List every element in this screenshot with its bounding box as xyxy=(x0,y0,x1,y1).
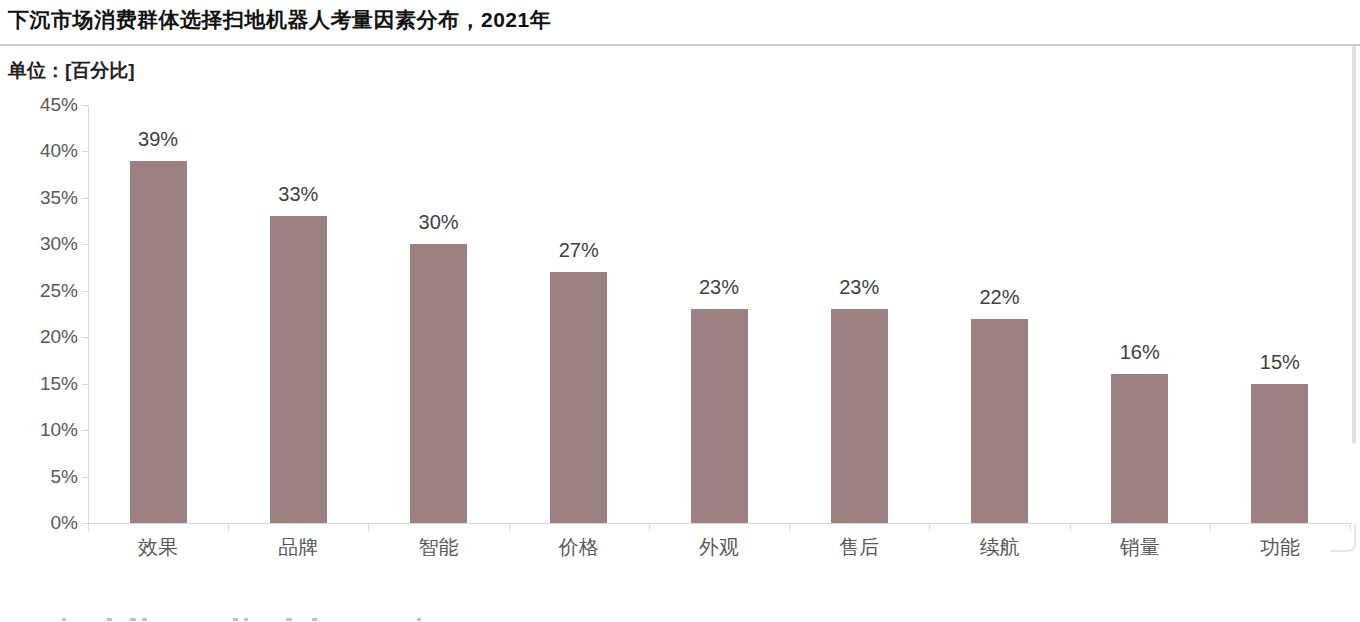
y-axis-tick xyxy=(82,430,88,431)
y-axis-tick-label: 10% xyxy=(0,419,78,441)
x-axis-category-label: 智能 xyxy=(369,534,509,561)
y-axis-tick xyxy=(82,105,88,106)
y-axis-tick xyxy=(82,291,88,292)
y-axis-tick-label: 40% xyxy=(0,140,78,162)
bar-1 xyxy=(130,161,187,523)
x-axis-category-label: 效果 xyxy=(88,534,228,561)
y-axis-tick-label: 20% xyxy=(0,326,78,348)
cutoff-glyph-fragment xyxy=(107,618,112,621)
y-axis-tick-label: 5% xyxy=(0,466,78,488)
bar-2 xyxy=(270,216,327,523)
bar-value-label: 22% xyxy=(939,286,1059,309)
y-axis-tick xyxy=(82,198,88,199)
bar-6 xyxy=(831,309,888,523)
card-corner-decoration xyxy=(1330,524,1356,552)
x-axis-category-label: 售后 xyxy=(789,534,929,561)
y-axis-line xyxy=(88,105,89,524)
x-axis-tick xyxy=(1210,523,1211,531)
cutoff-text-fragments xyxy=(0,617,1360,622)
x-axis-tick xyxy=(649,523,650,531)
x-axis-tick xyxy=(88,523,89,531)
y-axis-tick xyxy=(82,384,88,385)
x-axis-tick xyxy=(1070,523,1071,531)
y-axis-tick-label: 45% xyxy=(0,94,78,116)
bar-value-label: 27% xyxy=(519,239,639,262)
x-axis-line xyxy=(88,523,1350,524)
y-axis-tick xyxy=(82,151,88,152)
bar-value-label: 39% xyxy=(98,128,218,151)
bar-5 xyxy=(691,309,748,523)
x-axis-tick xyxy=(509,523,510,531)
bar-value-label: 15% xyxy=(1220,351,1340,374)
y-axis-tick-label: 15% xyxy=(0,373,78,395)
bar-value-label: 16% xyxy=(1080,341,1200,364)
x-axis-category-label: 品牌 xyxy=(228,534,368,561)
x-axis-tick xyxy=(789,523,790,531)
x-axis-category-label: 外观 xyxy=(649,534,789,561)
bar-3 xyxy=(410,244,467,523)
y-axis-tick-label: 35% xyxy=(0,187,78,209)
bar-7 xyxy=(971,319,1028,523)
bar-9 xyxy=(1251,384,1308,523)
y-axis-tick xyxy=(82,337,88,338)
cutoff-glyph-fragment xyxy=(244,618,248,621)
bar-value-label: 23% xyxy=(799,276,919,299)
bar-value-label: 33% xyxy=(238,183,358,206)
y-axis-tick xyxy=(82,244,88,245)
x-axis-category-label: 销量 xyxy=(1070,534,1210,561)
bar-chart: 0% 5% 10% 15% 20% 25% 30% 35% 40% 45% 39% 效果 33% 品牌 30… xyxy=(0,0,1360,622)
bar-4 xyxy=(550,272,607,523)
y-axis-tick-label: 30% xyxy=(0,233,78,255)
y-axis-tick-label: 0% xyxy=(0,512,78,534)
y-axis-tick xyxy=(82,477,88,478)
bar-value-label: 23% xyxy=(659,276,779,299)
bar-value-label: 30% xyxy=(379,211,499,234)
cutoff-glyph-fragment xyxy=(233,618,238,621)
y-axis-tick-label: 25% xyxy=(0,280,78,302)
x-axis-category-label: 功能 xyxy=(1210,534,1350,561)
cutoff-glyph-fragment xyxy=(417,618,421,621)
bar-8 xyxy=(1111,374,1168,523)
cutoff-glyph-fragment xyxy=(142,618,147,621)
x-axis-tick xyxy=(929,523,930,531)
x-axis-category-label: 价格 xyxy=(509,534,649,561)
x-axis-tick xyxy=(228,523,229,531)
cutoff-glyph-fragment xyxy=(286,618,292,621)
cutoff-glyph-fragment xyxy=(312,618,317,621)
cutoff-glyph-fragment xyxy=(62,618,66,621)
x-axis-category-label: 续航 xyxy=(929,534,1069,561)
report-page: 下沉市场消费群体选择扫地机器人考量因素分布，2021年 单位：[百分比] 0%5… xyxy=(0,0,1360,622)
x-axis-tick xyxy=(368,523,369,531)
scrollbar-thumb[interactable] xyxy=(1352,46,1356,444)
cutoff-glyph-fragment xyxy=(130,618,136,621)
